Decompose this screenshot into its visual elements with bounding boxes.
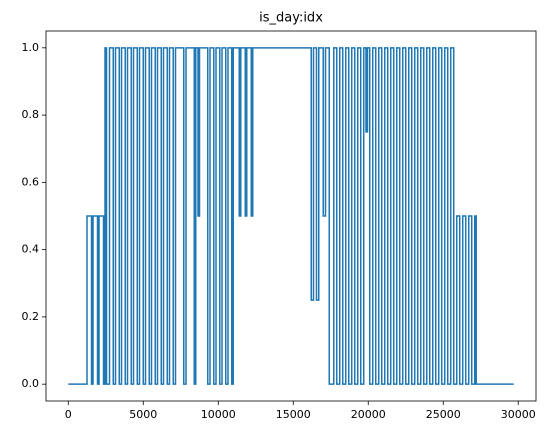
plot-frame xyxy=(45,30,537,402)
x-tick-label: 25000 xyxy=(426,408,461,421)
line-series xyxy=(68,47,514,385)
x-tick-label: 5000 xyxy=(129,408,157,421)
x-tick-label: 10000 xyxy=(201,408,236,421)
y-tick-label: 0.6 xyxy=(22,175,40,188)
x-tick-label: 15000 xyxy=(276,408,311,421)
x-tick-label: 0 xyxy=(65,408,72,421)
x-tick-label: 30000 xyxy=(501,408,536,421)
y-tick-label: 0.0 xyxy=(22,377,40,390)
y-tick-label: 0.8 xyxy=(22,108,40,121)
y-tick-label: 0.2 xyxy=(22,310,40,323)
chart-title: is_day:idx xyxy=(259,11,323,26)
y-tick-label: 1.0 xyxy=(22,41,40,54)
x-tick-label: 20000 xyxy=(351,408,386,421)
y-tick-label: 0.4 xyxy=(22,243,40,256)
